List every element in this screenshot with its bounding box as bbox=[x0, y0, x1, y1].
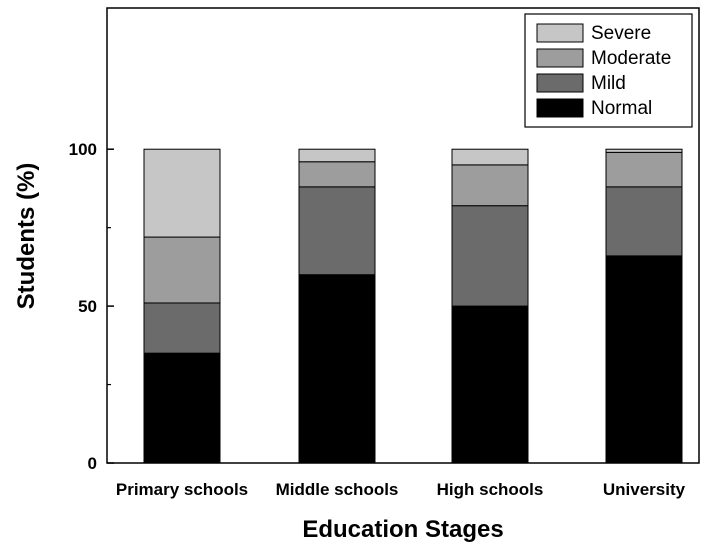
y-axis: 0 50 100 bbox=[69, 140, 114, 473]
x-tick-label: High schools bbox=[437, 480, 544, 499]
legend-swatch-mild bbox=[536, 73, 584, 93]
x-tick-label: Middle schools bbox=[276, 480, 399, 499]
bar-segment-severe bbox=[605, 148, 683, 153]
plot-frame bbox=[106, 7, 700, 464]
y-tick-label: 100 bbox=[69, 140, 97, 159]
legend-label-mild: Mild bbox=[591, 73, 626, 94]
bar-segment-mild bbox=[143, 302, 221, 354]
bar-segment-normal bbox=[298, 274, 376, 464]
legend-label-severe: Severe bbox=[591, 23, 651, 44]
legend-label-normal: Normal bbox=[591, 98, 652, 119]
bars-group bbox=[143, 148, 683, 464]
y-tick-label: 0 bbox=[88, 454, 97, 473]
bar-segment-mild bbox=[298, 186, 376, 276]
bar-segment-normal bbox=[451, 305, 529, 464]
legend: Severe Moderate Mild Normal bbox=[524, 13, 693, 128]
legend-label-moderate: Moderate bbox=[591, 48, 671, 69]
legend-swatch-moderate bbox=[536, 48, 584, 68]
bar-segment-normal bbox=[143, 352, 221, 464]
x-tick-label: Primary schools bbox=[116, 480, 248, 499]
bar-segment-moderate bbox=[605, 151, 683, 188]
x-axis: Primary schools Middle schools High school… bbox=[116, 457, 686, 499]
legend-swatch-normal bbox=[536, 98, 584, 118]
bar-segment-severe bbox=[143, 148, 221, 238]
bar-segment-normal bbox=[605, 255, 683, 464]
x-tick-label: University bbox=[603, 480, 686, 499]
bar-segment-mild bbox=[451, 205, 529, 307]
legend-swatch-severe bbox=[536, 23, 584, 43]
bar-segment-moderate bbox=[451, 164, 529, 207]
bar-segment-moderate bbox=[143, 236, 221, 304]
bar-segment-moderate bbox=[298, 161, 376, 188]
y-tick-label: 50 bbox=[78, 297, 97, 316]
bar-segment-severe bbox=[298, 148, 376, 163]
bar-segment-severe bbox=[451, 148, 529, 166]
bar-segment-mild bbox=[605, 186, 683, 257]
x-axis-title: Education Stages bbox=[302, 516, 503, 543]
y-axis-title: Students (%) bbox=[13, 163, 40, 310]
